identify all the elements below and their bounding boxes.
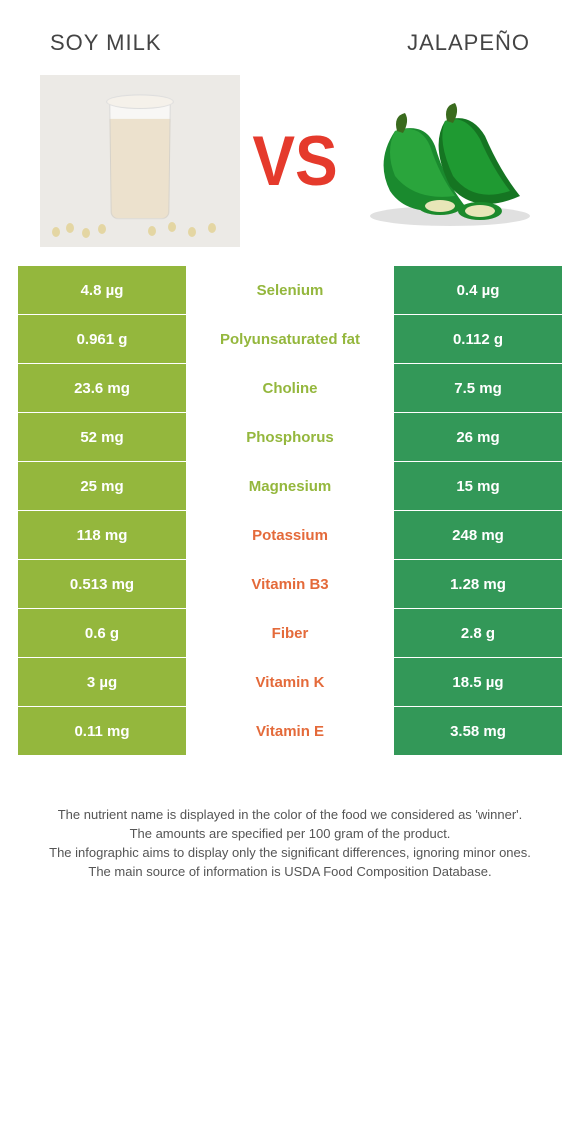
left-value: 118 mg [18,511,186,559]
left-value: 0.11 mg [18,707,186,755]
right-value: 26 mg [394,413,562,461]
left-value: 0.961 g [18,315,186,363]
footer-line: The amounts are specified per 100 gram o… [30,825,550,844]
table-row: 0.11 mgVitamin E3.58 mg [18,707,562,756]
left-value: 4.8 µg [18,266,186,314]
title-right: JALAPEÑO [407,30,530,56]
jalapeno-image [350,75,550,247]
table-row: 3 µgVitamin K18.5 µg [18,658,562,707]
right-value: 3.58 mg [394,707,562,755]
right-value: 7.5 mg [394,364,562,412]
left-value: 3 µg [18,658,186,706]
nutrient-name: Phosphorus [186,413,394,461]
right-value: 0.112 g [394,315,562,363]
footer-line: The nutrient name is displayed in the co… [30,806,550,825]
table-row: 0.961 gPolyunsaturated fat0.112 g [18,315,562,364]
nutrient-name: Vitamin E [186,707,394,755]
nutrient-table: 4.8 µgSelenium0.4 µg0.961 gPolyunsaturat… [18,266,562,756]
image-row: VS [0,76,580,266]
left-value: 25 mg [18,462,186,510]
table-row: 52 mgPhosphorus26 mg [18,413,562,462]
title-left: SOY MILK [50,30,162,56]
title-row: SOY MILK JALAPEÑO [0,0,580,76]
left-value: 0.6 g [18,609,186,657]
left-value: 23.6 mg [18,364,186,412]
left-value: 0.513 mg [18,560,186,608]
table-row: 25 mgMagnesium15 mg [18,462,562,511]
footer-line: The infographic aims to display only the… [30,844,550,863]
table-row: 0.6 gFiber2.8 g [18,609,562,658]
right-value: 1.28 mg [394,560,562,608]
right-value: 2.8 g [394,609,562,657]
footer-notes: The nutrient name is displayed in the co… [0,756,580,901]
nutrient-name: Polyunsaturated fat [186,315,394,363]
right-value: 15 mg [394,462,562,510]
left-value: 52 mg [18,413,186,461]
footer-line: The main source of information is USDA F… [30,863,550,882]
right-value: 0.4 µg [394,266,562,314]
vs-label: VS [252,120,337,201]
nutrient-name: Potassium [186,511,394,559]
nutrient-name: Fiber [186,609,394,657]
nutrient-name: Magnesium [186,462,394,510]
right-value: 248 mg [394,511,562,559]
nutrient-name: Vitamin B3 [186,560,394,608]
table-row: 23.6 mgCholine7.5 mg [18,364,562,413]
nutrient-name: Selenium [186,266,394,314]
nutrient-name: Vitamin K [186,658,394,706]
table-row: 0.513 mgVitamin B31.28 mg [18,560,562,609]
table-row: 4.8 µgSelenium0.4 µg [18,266,562,315]
soy-milk-image [40,75,240,247]
nutrient-name: Choline [186,364,394,412]
right-value: 18.5 µg [394,658,562,706]
table-row: 118 mgPotassium248 mg [18,511,562,560]
